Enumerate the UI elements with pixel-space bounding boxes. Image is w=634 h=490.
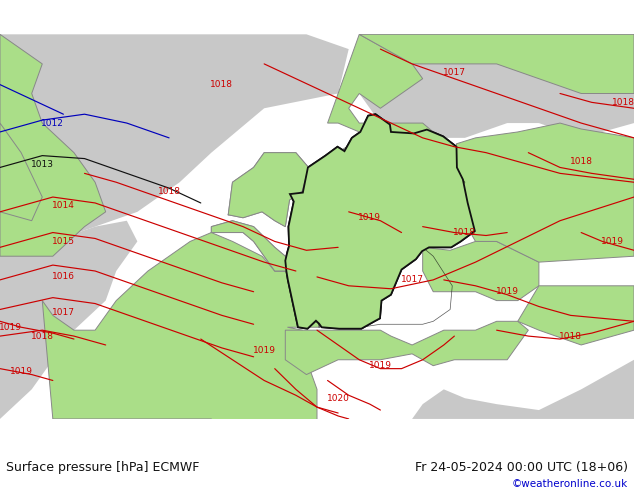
Polygon shape	[211, 220, 292, 271]
Polygon shape	[285, 114, 475, 329]
Text: 1015: 1015	[52, 237, 75, 246]
Polygon shape	[0, 123, 42, 220]
Text: 1018: 1018	[31, 332, 54, 341]
Text: Surface pressure [hPa] ECMWF: Surface pressure [hPa] ECMWF	[6, 461, 200, 474]
Polygon shape	[328, 34, 433, 138]
Text: 1019: 1019	[496, 287, 519, 296]
Polygon shape	[359, 34, 634, 138]
Text: 1019: 1019	[0, 323, 22, 332]
Text: 1020: 1020	[327, 394, 349, 403]
Polygon shape	[423, 242, 539, 300]
Text: 1019: 1019	[602, 237, 624, 246]
Polygon shape	[456, 123, 634, 262]
Polygon shape	[0, 34, 349, 242]
Polygon shape	[285, 114, 475, 329]
Polygon shape	[42, 233, 319, 448]
Text: 1017: 1017	[443, 68, 466, 77]
Polygon shape	[359, 34, 634, 94]
Polygon shape	[285, 321, 528, 374]
Text: Fr 24-05-2024 00:00 UTC (18+06): Fr 24-05-2024 00:00 UTC (18+06)	[415, 461, 628, 474]
Polygon shape	[228, 153, 309, 226]
Text: 1018: 1018	[570, 157, 593, 166]
Text: 1012: 1012	[41, 119, 64, 127]
Polygon shape	[0, 220, 138, 419]
Text: 1016: 1016	[52, 272, 75, 281]
Text: 1018: 1018	[158, 187, 181, 196]
Text: 1018: 1018	[453, 228, 476, 237]
Polygon shape	[412, 360, 634, 419]
Text: 1018: 1018	[210, 80, 233, 89]
Text: 1017: 1017	[401, 275, 424, 284]
Text: 1018: 1018	[612, 98, 634, 107]
Text: 1019: 1019	[369, 361, 392, 370]
Text: 1019: 1019	[10, 367, 32, 376]
Text: 1013: 1013	[31, 160, 54, 169]
Text: 1019: 1019	[358, 213, 381, 222]
Text: 1014: 1014	[52, 201, 75, 210]
Text: ©weatheronline.co.uk: ©weatheronline.co.uk	[512, 480, 628, 490]
Polygon shape	[518, 286, 634, 345]
Polygon shape	[0, 34, 106, 256]
Text: 1018: 1018	[559, 332, 582, 341]
Text: 1017: 1017	[52, 308, 75, 317]
Text: 1019: 1019	[253, 346, 276, 355]
